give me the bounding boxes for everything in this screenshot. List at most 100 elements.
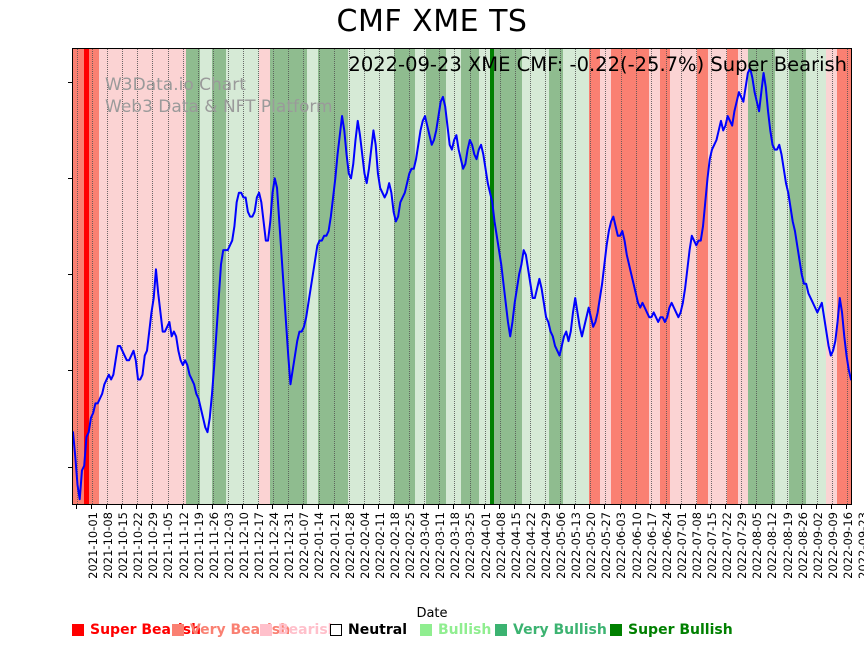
- gridlines-layer: [73, 49, 851, 504]
- x-gridline: [378, 49, 381, 504]
- legend-swatch-icon: [420, 624, 432, 636]
- legend-swatch-icon: [172, 624, 184, 636]
- x-gridline: [303, 49, 305, 504]
- x-tick-label: 2022-09-16: [840, 512, 855, 579]
- background-band-very-bearish: [89, 49, 100, 504]
- x-tick-mark: [408, 505, 410, 509]
- legend-item-neutral[interactable]: Neutral: [330, 620, 407, 640]
- x-tick-label: 2022-06-24: [659, 512, 674, 579]
- x-axis-label: Date: [416, 606, 448, 621]
- x-tick-label: 2022-05-13: [569, 512, 584, 579]
- x-tick-mark: [166, 505, 168, 509]
- x-tick-label: 2021-10-22: [131, 512, 146, 579]
- background-band-very-bearish: [659, 49, 672, 504]
- x-tick-label: 2021-12-24: [267, 512, 282, 579]
- x-tick-mark: [393, 505, 395, 509]
- x-gridline: [816, 49, 819, 504]
- x-tick-label: 2022-04-29: [538, 512, 553, 579]
- background-band-bullish: [521, 49, 550, 504]
- x-tick-mark: [679, 505, 681, 509]
- background-band-very-bearish: [589, 49, 601, 504]
- x-tick-label: 2022-04-08: [493, 512, 508, 579]
- legend-swatch-icon: [260, 624, 272, 636]
- x-gridline: [831, 49, 834, 504]
- background-band-bullish: [225, 49, 260, 504]
- x-tick-mark: [649, 505, 651, 509]
- x-tick-label: 2022-07-01: [674, 512, 689, 579]
- x-tick-label: 2021-11-19: [191, 512, 206, 579]
- x-tick-mark: [181, 505, 183, 509]
- x-gridline: [680, 49, 683, 504]
- watermark-line-2: Web3 Data & NFT Platform: [105, 97, 333, 117]
- x-tick-mark: [664, 505, 666, 509]
- x-gridline: [122, 49, 124, 504]
- x-tick-mark: [211, 505, 213, 509]
- x-tick-label: 2022-03-11: [433, 512, 448, 579]
- background-band-very-bullish: [548, 49, 564, 504]
- x-gridline: [620, 49, 623, 504]
- x-tick-mark: [574, 505, 576, 509]
- x-tick-mark: [242, 505, 244, 509]
- x-tick-label: 2021-10-29: [146, 512, 161, 579]
- x-tick-mark: [257, 505, 259, 509]
- x-gridline: [635, 49, 638, 504]
- legend-swatch-icon: [495, 624, 507, 636]
- legend-item-very-bullish[interactable]: Very Bullish: [495, 620, 607, 640]
- x-gridline: [152, 49, 154, 504]
- x-tick-mark: [453, 505, 455, 509]
- legend-label: Bullish: [438, 622, 492, 638]
- x-gridline: [137, 49, 139, 504]
- x-tick-mark: [302, 505, 304, 509]
- x-tick-label: 2021-12-31: [282, 512, 297, 579]
- background-band-bullish: [562, 49, 590, 504]
- x-tick-label: 2021-11-26: [206, 512, 221, 579]
- y-tick-mark: [68, 274, 72, 276]
- x-gridline: [665, 49, 668, 504]
- x-tick-label: 2022-08-05: [750, 512, 765, 579]
- x-gridline: [107, 49, 109, 504]
- background-band-super-bearish: [83, 49, 90, 504]
- background-band-very-bearish: [726, 49, 739, 504]
- x-tick-label: 2022-03-04: [418, 512, 433, 579]
- x-tick-mark: [438, 505, 440, 509]
- x-tick-mark: [785, 505, 787, 509]
- x-gridline: [741, 49, 743, 504]
- x-tick-mark: [740, 505, 742, 509]
- x-tick-label: 2021-11-12: [176, 512, 191, 579]
- background-band-very-bullish: [494, 49, 523, 504]
- x-tick-mark: [513, 505, 515, 509]
- x-tick-label: 2021-10-08: [101, 512, 116, 579]
- x-tick-label: 2021-12-10: [236, 512, 251, 579]
- plot-area[interactable]: W3Data.io Chart Web3 Data & NFT Platform…: [72, 48, 852, 505]
- x-tick-label: 2022-06-10: [629, 512, 644, 579]
- x-tick-mark: [332, 505, 334, 509]
- x-gridline: [605, 49, 607, 504]
- x-tick-label: 2022-02-18: [387, 512, 402, 579]
- x-tick-mark: [544, 505, 546, 509]
- x-gridline: [348, 49, 351, 504]
- x-gridline: [590, 49, 592, 504]
- x-gridline: [696, 49, 698, 504]
- background-band-very-bullish: [186, 49, 201, 504]
- legend-swatch-icon: [330, 624, 342, 636]
- x-tick-label: 2022-07-15: [705, 512, 720, 579]
- x-tick-mark: [272, 505, 274, 509]
- x-tick-label: 2021-10-15: [116, 512, 131, 579]
- x-tick-label: 2021-11-05: [161, 512, 176, 579]
- x-gridline: [333, 49, 336, 504]
- x-tick-mark: [830, 505, 832, 509]
- x-gridline: [560, 49, 562, 504]
- legend-item-bearish[interactable]: Bearish: [260, 620, 338, 640]
- legend-item-bullish[interactable]: Bullish: [420, 620, 491, 640]
- x-tick-mark: [619, 505, 621, 509]
- x-tick-mark: [589, 505, 591, 509]
- x-tick-label: 2022-06-03: [614, 512, 629, 579]
- legend-item-super-bullish[interactable]: Super Bullish: [610, 620, 733, 640]
- background-band-bullish: [347, 49, 395, 504]
- background-band-bullish: [445, 49, 462, 504]
- x-tick-mark: [91, 505, 93, 509]
- x-tick-mark: [121, 505, 123, 509]
- legend-label: Neutral: [348, 622, 408, 638]
- series-xme-cmf-line: [73, 68, 851, 499]
